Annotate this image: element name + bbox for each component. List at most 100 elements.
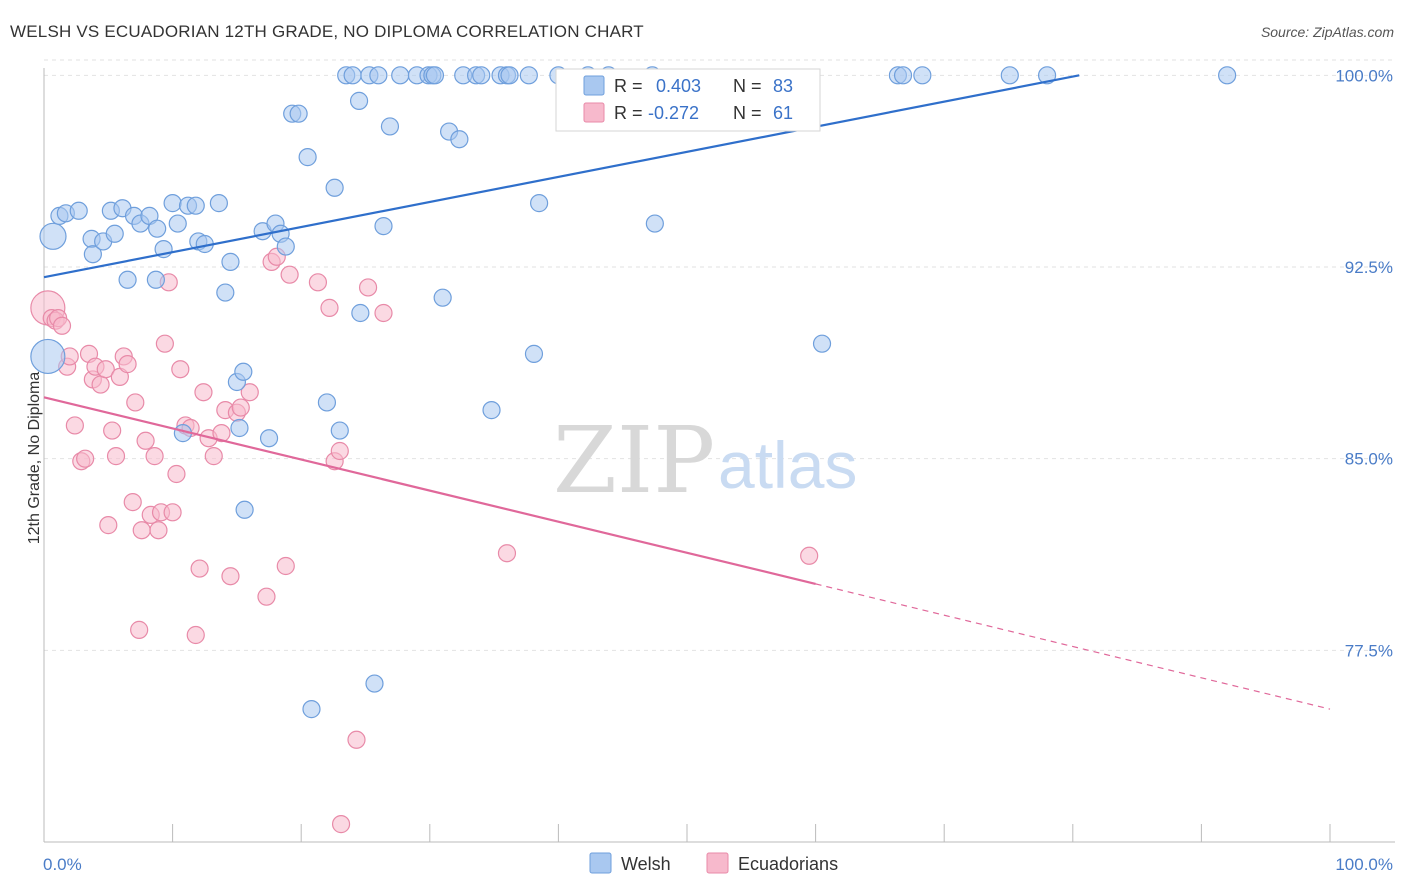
ecuadorians-point (106, 447, 126, 466)
ecuadorians-point (204, 447, 223, 466)
ecuadorians-r-label: R = (614, 103, 643, 123)
ecuadorians-point (347, 730, 366, 749)
ecuadorians-point (240, 383, 259, 402)
welsh-point (146, 270, 165, 289)
ecuadorians-point (91, 375, 110, 394)
welsh-point (289, 104, 308, 123)
welsh-trend-line (43, 74, 1080, 279)
ecuadorians-point (331, 815, 351, 834)
ecuadorians-point (118, 355, 137, 374)
y-tick-label: 100.0% (1335, 66, 1393, 85)
welsh-point (105, 224, 124, 243)
legend-ecuadorians-swatch (706, 852, 729, 874)
watermark-zip: ZIP (553, 407, 715, 514)
welsh-n-label: N = (733, 76, 762, 96)
welsh-point (221, 252, 240, 271)
welsh-point (298, 148, 317, 167)
welsh-point (365, 674, 384, 693)
welsh-point (30, 338, 66, 375)
x-tick-label: 100.0% (1335, 855, 1393, 874)
ecuadorians-point (171, 360, 190, 379)
welsh-point (330, 421, 349, 440)
welsh-point (374, 217, 393, 236)
series-legend: Welsh Ecuadorians (589, 852, 838, 874)
ecuadorians-point (221, 567, 240, 586)
welsh-point (163, 194, 182, 213)
welsh-point (276, 237, 295, 256)
welsh-point (519, 66, 538, 85)
ecuadorians-point (308, 273, 328, 292)
ecuadorians-point (99, 516, 118, 535)
ecuadorians-point (126, 393, 145, 412)
source-credit: Source: ZipAtlas.com (1260, 24, 1394, 40)
ecuadorians-point (103, 421, 122, 440)
watermark-atlas: atlas (718, 428, 857, 502)
welsh-point (39, 222, 67, 250)
welsh-point (259, 429, 279, 448)
axes (43, 68, 1395, 843)
legend-welsh-label: Welsh (621, 854, 671, 874)
welsh-point (380, 117, 400, 136)
ecuadorians-point (123, 493, 142, 512)
welsh-point (351, 303, 370, 323)
welsh-r-value: 0.403 (656, 76, 701, 96)
ecuadorians-point (194, 383, 213, 402)
welsh-point (343, 66, 362, 85)
y-tick-label: 77.5% (1345, 641, 1393, 660)
welsh-legend-swatch (583, 75, 605, 96)
ecuadorians-point (167, 464, 186, 484)
ecuadorians-point (320, 298, 339, 317)
watermark: ZIP atlas (553, 407, 857, 514)
ecuadorians-point (155, 334, 174, 353)
welsh-point (450, 130, 469, 149)
welsh-point (1037, 66, 1057, 85)
ecuadorians-point (132, 521, 151, 540)
ecuadorians-point (497, 544, 517, 563)
ecuadorians-point (276, 556, 295, 576)
welsh-point (168, 214, 187, 233)
ecuadorians-trend-line (43, 396, 816, 585)
welsh-point (69, 201, 88, 220)
welsh-point (893, 66, 913, 85)
ecuadorians-point (212, 424, 231, 443)
ecuadorians-trend-extension (815, 583, 1331, 710)
legend-ecuadorians-label: Ecuadorians (738, 854, 838, 874)
legend-welsh-swatch (589, 852, 612, 874)
welsh-point (472, 66, 491, 85)
welsh-point (913, 66, 932, 85)
ecuadorians-point (136, 431, 155, 450)
welsh-point (1218, 66, 1237, 85)
x-tick-label: 0.0% (43, 855, 82, 874)
welsh-point (148, 219, 167, 238)
welsh-point (530, 194, 549, 213)
welsh-n-value: 83 (773, 76, 793, 96)
welsh-points (30, 66, 1237, 719)
ecuadorians-point (52, 316, 72, 335)
ecuadorians-point (800, 546, 819, 565)
welsh-point (302, 700, 321, 719)
ecuadorians-point (65, 416, 84, 435)
ecuadorians-n-value: 61 (773, 103, 793, 123)
welsh-point (325, 178, 344, 197)
welsh-point (369, 66, 388, 85)
welsh-point (391, 66, 410, 85)
ecuadorians-point (374, 303, 393, 323)
ecuadorians-r-value: -0.272 (648, 103, 699, 123)
ecuadorians-n-label: N = (733, 103, 762, 123)
ecuadorians-point (76, 449, 95, 468)
chart-title: WELSH VS ECUADORIAN 12TH GRADE, NO DIPLO… (10, 22, 644, 41)
stats-legend: R = 0.403 N = 83 R = -0.272 N = 61 (555, 68, 821, 132)
welsh-point (216, 283, 235, 302)
ecuadorians-point (190, 559, 209, 578)
welsh-point (524, 344, 544, 363)
ecuadorians-point (163, 503, 182, 522)
welsh-point (645, 214, 664, 233)
welsh-point (209, 194, 228, 213)
ecuadorians-legend-swatch (583, 102, 605, 123)
welsh-point (186, 196, 205, 215)
welsh-point (234, 362, 253, 381)
welsh-r-label: R = (614, 76, 643, 96)
trend-lines (43, 74, 1331, 710)
ecuadorians-point (257, 587, 276, 606)
